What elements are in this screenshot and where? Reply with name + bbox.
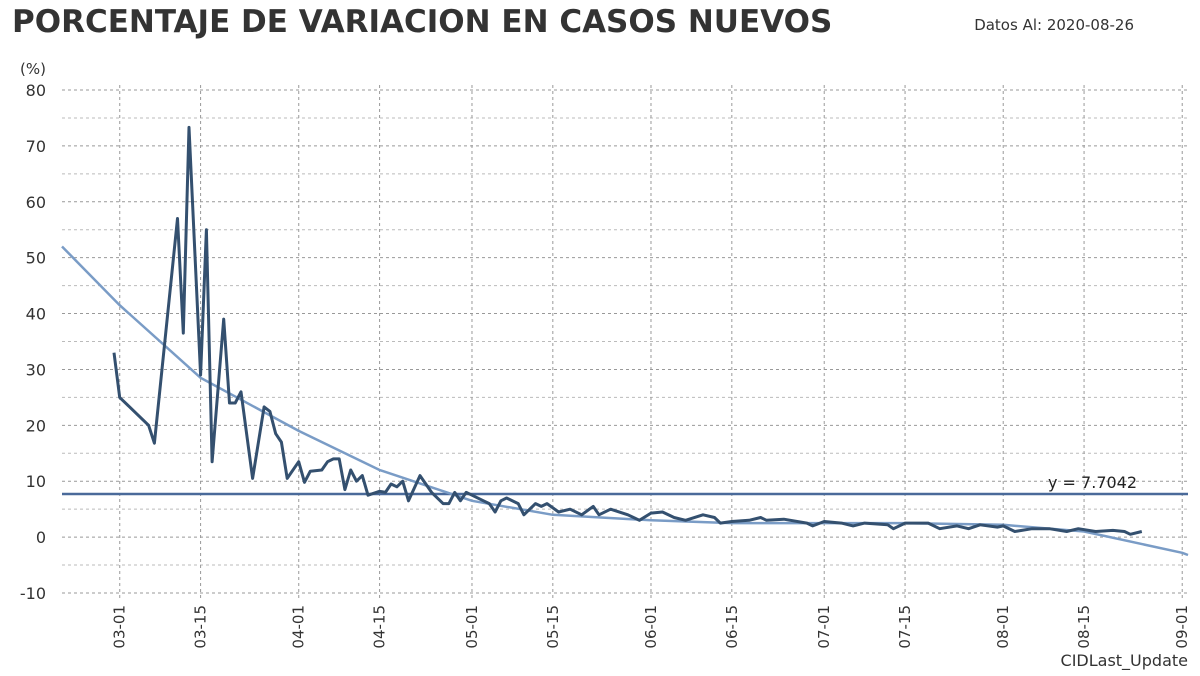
y-tick-label: 20 [26,416,46,435]
y-tick-label: 10 [26,472,46,491]
y-tick-label: 30 [26,360,46,379]
x-tick-label: 04-01 [290,605,308,649]
y-tick-label: -10 [20,584,46,603]
x-tick-label: 09-01 [1173,605,1191,649]
y-tick-label: 0 [36,528,46,547]
x-tick-label: 06-15 [723,605,741,649]
x-tick-label: 05-01 [463,605,481,649]
y-tick-label: 50 [26,249,46,268]
x-tick-label: 08-01 [994,605,1012,649]
x-tick-label: 03-15 [192,605,210,649]
x-tick-label: 07-15 [896,605,914,649]
y-tick-label: 70 [26,137,46,156]
y-tick-label: 40 [26,305,46,324]
y-tick-label: 60 [26,193,46,212]
x-tick-label: 03-01 [111,605,129,649]
y-tick-label: 80 [26,81,46,100]
x-tick-label: 08-15 [1075,605,1093,649]
x-tick-label: 05-15 [544,605,562,649]
data-line [112,125,1143,536]
x-tick-label: 07-01 [815,605,833,649]
x-tick-label: 06-01 [642,605,660,649]
annotation: y = 7.7042 [1048,473,1137,492]
chart-title: PORCENTAJE DE VARIACION EN CASOS NUEVOS [12,4,832,40]
x-axis-label: CIDLast_Update [1061,651,1188,671]
chart-subtitle: Datos Al: 2020-08-26 [974,16,1134,34]
x-tick-label: 04-15 [371,605,389,649]
y-axis-label: (%) [20,60,46,78]
